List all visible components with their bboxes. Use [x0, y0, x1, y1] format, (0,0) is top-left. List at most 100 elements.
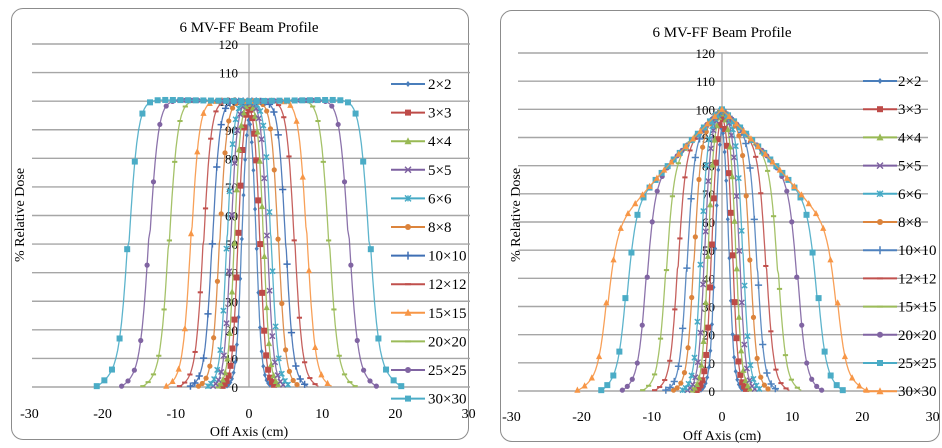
data-point — [755, 142, 762, 149]
data-point — [805, 200, 812, 207]
data-point — [262, 372, 267, 378]
data-point — [220, 352, 227, 359]
data-point — [784, 188, 790, 194]
data-point — [227, 362, 234, 369]
legend-item: 20×20 — [863, 328, 936, 344]
data-point — [654, 188, 660, 194]
data-point — [307, 377, 313, 380]
data-point — [737, 371, 744, 378]
data-point — [125, 378, 131, 384]
legend-label: 8×8 — [898, 215, 921, 231]
data-point — [261, 252, 268, 259]
legend-item: 4×4 — [863, 130, 922, 146]
data-point — [275, 355, 282, 362]
data-point — [172, 160, 178, 163]
y-tick-label: 0 — [709, 384, 716, 399]
data-point — [269, 268, 276, 275]
legend-marker — [877, 305, 883, 308]
data-point — [794, 274, 800, 280]
legend-label: 5×5 — [898, 159, 921, 175]
data-point — [305, 266, 313, 274]
data-point — [161, 308, 167, 311]
data-point — [616, 348, 623, 355]
data-point — [758, 192, 764, 195]
data-point — [264, 108, 270, 114]
data-point — [683, 264, 691, 272]
data-point — [820, 224, 827, 231]
x-tick-label: 0 — [246, 407, 253, 422]
data-point — [270, 108, 278, 116]
data-point — [742, 376, 749, 384]
data-point — [195, 372, 203, 380]
data-point — [725, 216, 730, 222]
data-point — [669, 195, 676, 198]
x-tick-label: 20 — [855, 410, 869, 425]
legend-item: 20×20 — [391, 334, 466, 350]
data-point — [228, 288, 236, 295]
data-point — [256, 157, 263, 164]
legend-marker — [404, 251, 412, 260]
data-point — [360, 158, 367, 165]
data-point — [803, 211, 810, 218]
data-point — [186, 382, 195, 390]
y-tick-label: 110 — [696, 74, 715, 89]
legend-marker — [405, 81, 411, 87]
data-point — [283, 347, 289, 353]
data-point — [367, 378, 373, 384]
data-point — [315, 120, 321, 123]
legend-item: 3×3 — [391, 106, 451, 122]
legend-label: 4×4 — [428, 134, 452, 150]
legend-item: 10×10 — [391, 249, 466, 265]
legend-marker — [876, 162, 884, 170]
data-point — [226, 268, 233, 275]
data-point — [646, 182, 653, 190]
legend-marker — [405, 109, 411, 116]
data-point — [667, 359, 673, 362]
data-point — [238, 276, 243, 282]
data-point — [692, 374, 699, 381]
data-point — [730, 331, 735, 337]
data-point — [268, 97, 275, 104]
data-point — [293, 117, 300, 124]
data-point — [628, 249, 635, 256]
data-point — [197, 291, 203, 294]
data-point — [691, 153, 699, 162]
data-point — [265, 339, 273, 347]
data-point — [354, 337, 360, 344]
data-point — [681, 370, 688, 376]
data-point — [733, 335, 740, 342]
data-point — [314, 97, 321, 104]
data-point — [218, 211, 224, 217]
data-point — [213, 163, 221, 171]
legend-item: 5×5 — [863, 159, 921, 175]
data-point — [754, 281, 763, 289]
data-point — [697, 127, 704, 134]
data-point — [215, 97, 222, 104]
legend-marker — [877, 331, 883, 338]
data-point — [139, 110, 146, 117]
data-point — [682, 384, 689, 392]
data-point — [827, 372, 834, 379]
data-point — [653, 174, 661, 181]
data-point — [707, 145, 714, 152]
legend-marker — [404, 166, 412, 174]
data-point — [294, 381, 300, 388]
legend-item: 6×6 — [863, 187, 922, 203]
data-point — [266, 287, 273, 294]
data-point — [770, 215, 777, 218]
data-point — [284, 97, 291, 104]
legend-label: 10×10 — [428, 249, 466, 265]
x-tick-label: -20 — [93, 407, 112, 422]
data-point — [624, 383, 630, 389]
data-point — [742, 139, 750, 148]
data-point — [732, 354, 737, 360]
data-point — [738, 227, 745, 234]
data-point — [706, 364, 711, 371]
data-point — [679, 324, 687, 332]
data-point — [329, 103, 335, 109]
data-point — [249, 104, 256, 111]
data-point — [261, 175, 268, 182]
y-tick-label: 120 — [219, 37, 239, 52]
data-point — [701, 368, 708, 375]
data-point — [732, 143, 739, 150]
